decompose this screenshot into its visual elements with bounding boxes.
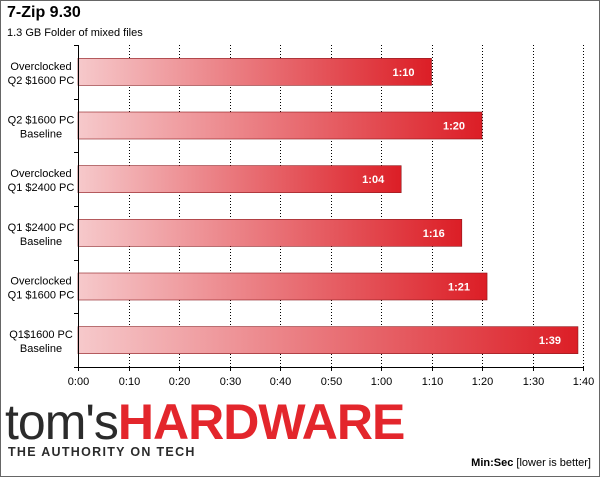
unit-note: Min:Sec [lower is better] (471, 457, 591, 469)
bar-value-label: 1:10 (392, 67, 414, 79)
x-tick-label: 1:10 (422, 376, 443, 388)
category-label-line: Baseline (20, 129, 62, 141)
toms-hardware-logo: tom'sHARDWARE (5, 397, 405, 447)
unit-note-text: [lower is better] (516, 457, 591, 469)
bar (77, 272, 488, 301)
logo-toms: tom's (5, 397, 118, 447)
bar-value-label: 1:16 (423, 228, 445, 240)
x-tick-label: 1:20 (472, 376, 493, 388)
category-label: Q1 $2400 PC Baseline (8, 222, 75, 248)
category-label-line: Q1 $2400 PC (8, 222, 75, 234)
bar (77, 219, 463, 247)
x-tick-label: 0:50 (321, 376, 342, 388)
category-label: Overclocked Q2 $1600 PC (8, 61, 75, 87)
bar-value-label: 1:04 (362, 174, 385, 186)
x-tick-label: 0:20 (169, 376, 190, 388)
category-label-line: Overclocked (10, 61, 71, 73)
unit-label: Min:Sec (471, 457, 514, 469)
bar-value-label: 1:21 (448, 282, 470, 294)
bar (77, 58, 432, 86)
grid-lines (129, 45, 584, 367)
category-label-line: Q2 $1600 PC (8, 115, 75, 127)
bar-value-label: 1:20 (443, 121, 465, 133)
svg-text:tom'sHARDWARE: tom'sHARDWARE (5, 397, 404, 447)
category-label-line: Overclocked (10, 168, 71, 180)
x-tick-label: 1:40 (573, 376, 594, 388)
labels: 0:00 0:10 0:20 0:30 0:40 0:50 1:00 1:10 1:20 1:30… (8, 61, 595, 388)
bar (77, 111, 483, 140)
category-label-line: Q1 $2400 PC (8, 182, 75, 194)
bar (77, 326, 579, 354)
category-label-line: Q2 $1600 PC (8, 75, 75, 87)
logo-hardware: HARDWARE (118, 397, 404, 447)
x-tick-label: 0:40 (270, 376, 291, 388)
x-tick-label: 1:00 (371, 376, 392, 388)
x-tick-label: 1:30 (523, 376, 544, 388)
axes (74, 45, 584, 371)
bars (77, 58, 579, 354)
category-label-line: Q1$1600 PC (9, 329, 73, 341)
category-label-line: Baseline (20, 236, 62, 248)
x-tick-label: 0:30 (220, 376, 241, 388)
chart-subtitle: 1.3 GB Folder of mixed files (7, 27, 143, 39)
category-label: Overclocked Q1 $1600 PC (8, 276, 75, 302)
logo-tagline: THE AUTHORITY ON TECH (8, 445, 196, 459)
category-label: Q2 $1600 PC Baseline (8, 115, 75, 141)
category-label-line: Baseline (20, 343, 62, 355)
category-label: Overclocked Q1 $2400 PC (8, 168, 75, 194)
category-label-line: Q1 $1600 PC (8, 290, 75, 302)
category-label: Q1$1600 PC Baseline (9, 329, 73, 355)
bar-chart: 0:00 0:10 0:20 0:30 0:40 0:50 1:00 1:10 1:20 1:30… (8, 45, 595, 388)
bar (77, 165, 402, 193)
bar-value-label: 1:39 (539, 335, 561, 347)
chart-title: 7-Zip 9.30 (7, 4, 81, 21)
x-tick-label: 0:10 (119, 376, 140, 388)
x-tick-label: 0:00 (68, 376, 89, 388)
category-label-line: Overclocked (10, 276, 71, 288)
